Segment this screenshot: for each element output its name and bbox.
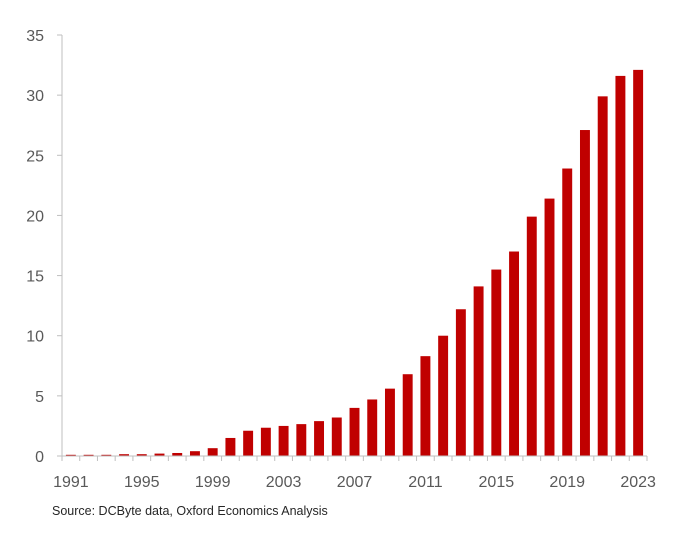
bar-1991 bbox=[65, 454, 76, 456]
bar-2011 bbox=[420, 356, 431, 456]
bar-1999 bbox=[207, 448, 218, 456]
y-tick-label: 35 bbox=[26, 28, 44, 45]
bar-2019 bbox=[562, 168, 573, 456]
bar-2020 bbox=[579, 130, 590, 456]
y-tick-label: 10 bbox=[26, 329, 44, 346]
bar-2005 bbox=[314, 421, 325, 456]
y-tick-label: 15 bbox=[26, 269, 44, 286]
y-tick-label: 0 bbox=[35, 449, 44, 466]
x-tick-label: 2019 bbox=[549, 474, 585, 491]
y-tick-label: 30 bbox=[26, 88, 44, 105]
bar-1997 bbox=[172, 452, 183, 456]
bar-1994 bbox=[119, 454, 130, 456]
x-tick-label: 2007 bbox=[337, 474, 373, 491]
bar-2001 bbox=[243, 430, 254, 456]
x-tick-label: 2023 bbox=[620, 474, 656, 491]
x-tick-label: 2015 bbox=[479, 474, 515, 491]
bar-2021 bbox=[597, 96, 608, 456]
source-note: Source: DCByte data, Oxford Economics An… bbox=[52, 504, 328, 518]
x-tick-label: 2011 bbox=[408, 474, 443, 491]
bar-2009 bbox=[384, 388, 395, 456]
bar-2003 bbox=[278, 425, 289, 456]
bar-2007 bbox=[349, 407, 360, 456]
bar-2018 bbox=[544, 198, 555, 456]
bar-2008 bbox=[367, 399, 378, 456]
x-tick-label: 1995 bbox=[124, 474, 160, 491]
bar-1993 bbox=[101, 454, 112, 456]
x-axis: 1991 1995 1999 2003 2007 2011 2015 2019 2023 bbox=[53, 455, 656, 491]
bar-1992 bbox=[83, 454, 94, 456]
bar-2014 bbox=[473, 286, 484, 456]
x-tick-label: 2003 bbox=[266, 474, 302, 491]
bar-1995 bbox=[136, 454, 147, 456]
bar-2015 bbox=[491, 269, 502, 456]
bar-2006 bbox=[331, 417, 342, 456]
y-tick-label: 5 bbox=[35, 389, 44, 406]
y-tick-label: 25 bbox=[26, 148, 44, 165]
bar-2010 bbox=[402, 374, 413, 456]
bar-2002 bbox=[260, 427, 271, 456]
y-tick-label: 20 bbox=[26, 208, 44, 225]
bar-2004 bbox=[296, 424, 307, 456]
bar-2000 bbox=[225, 437, 236, 456]
x-tick-label: 1999 bbox=[195, 474, 231, 491]
bar-2023 bbox=[633, 69, 644, 456]
bar-2017 bbox=[526, 216, 537, 456]
bar-1998 bbox=[189, 451, 200, 456]
y-axis: 0 5 10 15 20 25 30 35 bbox=[26, 28, 63, 466]
bar-2013 bbox=[455, 309, 466, 456]
bars bbox=[65, 69, 644, 457]
x-tick-label: 1991 bbox=[53, 474, 89, 491]
bar-2016 bbox=[509, 251, 520, 456]
bar-2022 bbox=[615, 75, 626, 457]
bar-1996 bbox=[154, 453, 165, 456]
bar-2012 bbox=[438, 335, 449, 456]
